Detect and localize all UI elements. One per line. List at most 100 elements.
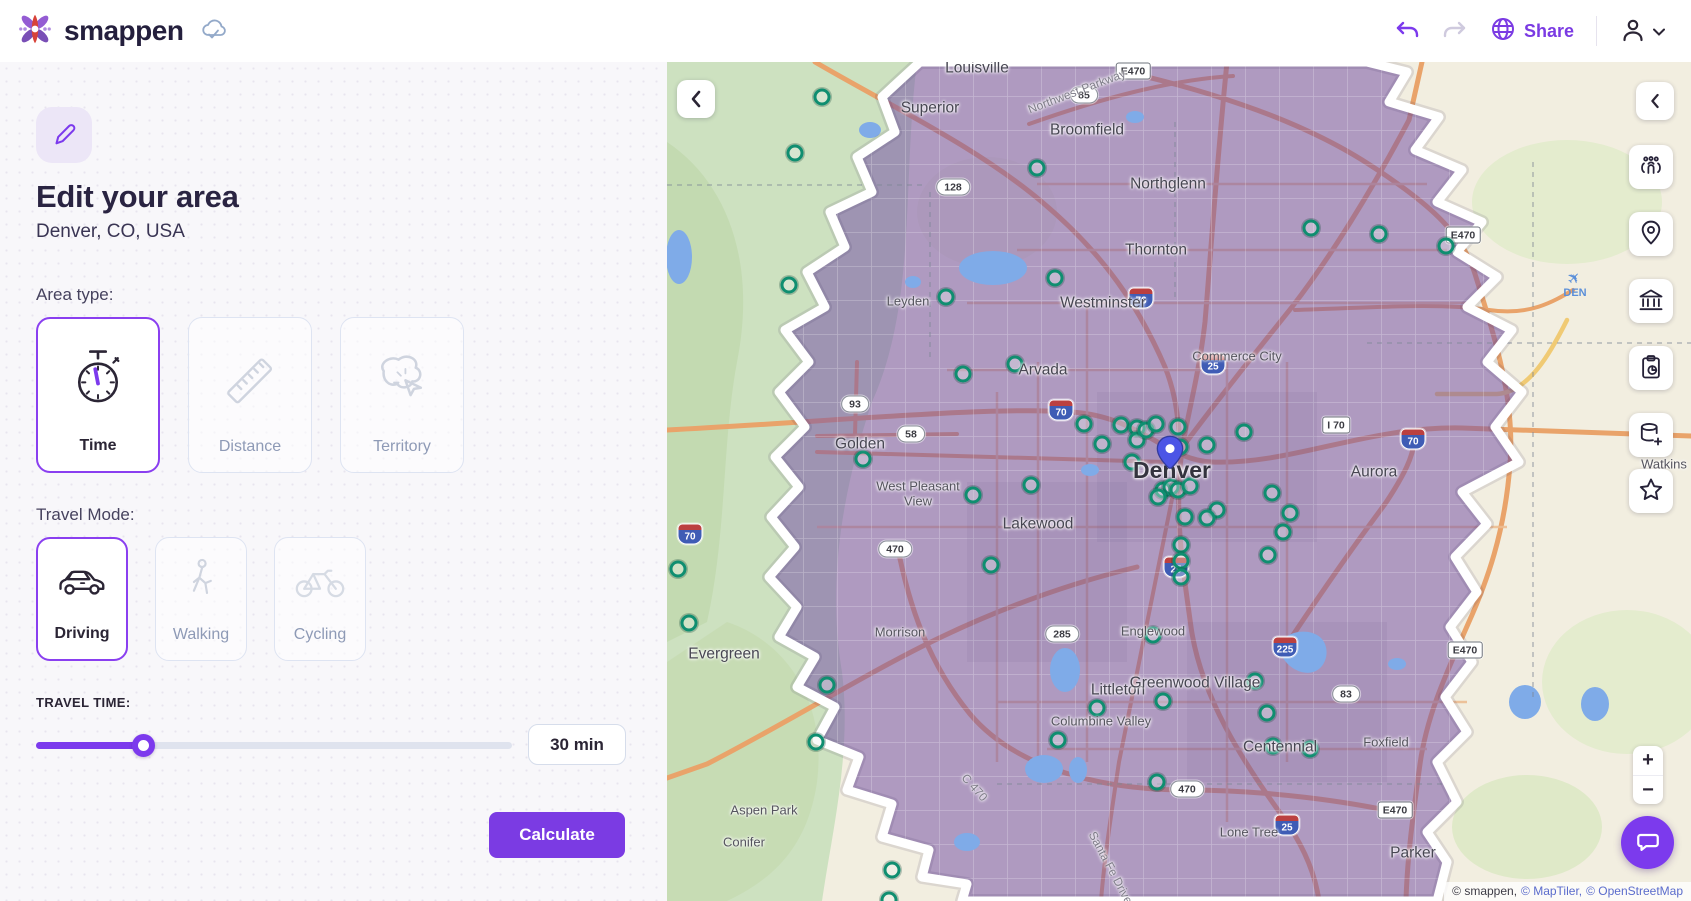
poi-marker[interactable]: [1437, 237, 1455, 255]
area-type-options: Time Distance: [36, 317, 627, 473]
edit-area-panel: Edit your area Denver, CO, USA Area type…: [0, 62, 667, 901]
area-type-territory[interactable]: Territory: [340, 317, 464, 473]
brand-logo[interactable]: smappen: [16, 10, 184, 53]
chat-button[interactable]: [1621, 816, 1674, 869]
road-shield: 25: [1274, 814, 1300, 836]
travel-mode-walking[interactable]: Walking: [155, 537, 247, 661]
bank-icon: [1637, 286, 1665, 317]
poi-marker[interactable]: [1088, 699, 1106, 717]
poi-marker[interactable]: [1198, 509, 1216, 527]
poi-marker[interactable]: [1302, 219, 1320, 237]
attribution-link[interactable]: © OpenStreetMap: [1586, 884, 1683, 898]
poi-marker[interactable]: [807, 733, 825, 751]
database-plus-icon: [1637, 420, 1665, 451]
population-tool-button[interactable]: [1629, 145, 1673, 189]
poi-marker[interactable]: [1144, 626, 1162, 644]
account-menu-button[interactable]: [1619, 17, 1665, 46]
poi-marker[interactable]: [1006, 355, 1024, 373]
poi-marker[interactable]: [1148, 773, 1166, 791]
globe-icon: [1490, 16, 1516, 47]
poi-marker[interactable]: [1263, 484, 1281, 502]
road-shield: 85: [1070, 86, 1098, 104]
poi-marker[interactable]: [1049, 731, 1067, 749]
poi-marker[interactable]: [1370, 225, 1388, 243]
poi-marker[interactable]: [880, 891, 898, 901]
poi-marker[interactable]: [1301, 740, 1319, 758]
poi-marker[interactable]: [1075, 415, 1093, 433]
poi-marker[interactable]: [937, 288, 955, 306]
places-tool-button[interactable]: [1629, 212, 1673, 256]
poi-marker[interactable]: [883, 861, 901, 879]
location-pin[interactable]: [1154, 435, 1186, 480]
poi-marker[interactable]: [1258, 704, 1276, 722]
attribution-link[interactable]: © MapTiler,: [1521, 884, 1583, 898]
poi-marker[interactable]: [1176, 508, 1194, 526]
poi-marker[interactable]: [1169, 418, 1187, 436]
favorites-tool-button[interactable]: [1629, 469, 1673, 513]
area-type-time[interactable]: Time: [36, 317, 160, 473]
road-shield: 70: [1400, 428, 1426, 450]
road-shield: I 70: [1322, 416, 1350, 434]
poi-marker[interactable]: [1112, 416, 1130, 434]
poi-marker[interactable]: [854, 450, 872, 468]
poi-marker[interactable]: [669, 560, 687, 578]
area-type-distance[interactable]: Distance: [188, 317, 312, 473]
poi-marker[interactable]: [1046, 269, 1064, 287]
poi-marker[interactable]: [818, 676, 836, 694]
poi-marker[interactable]: [1274, 523, 1292, 541]
zoom-out-button[interactable]: −: [1633, 774, 1663, 805]
poi-marker[interactable]: [1246, 672, 1264, 690]
poi-marker[interactable]: [1172, 568, 1190, 586]
travel-mode-driving[interactable]: Driving: [36, 537, 128, 661]
map-canvas[interactable]: E470 85 128 E470 76 25 93 70 58 I 70 70 70 470 25 285 2…: [667, 62, 1691, 901]
amenities-tool-button[interactable]: [1629, 279, 1673, 323]
poi-marker[interactable]: [1172, 536, 1190, 554]
road-shield: 285: [1045, 625, 1079, 643]
stopwatch-icon: [67, 319, 129, 437]
poi-marker[interactable]: [1235, 423, 1253, 441]
poi-marker[interactable]: [1123, 453, 1141, 471]
travel-time-slider[interactable]: [36, 725, 512, 765]
collapse-toolbar-button[interactable]: [1636, 82, 1674, 120]
share-button[interactable]: Share: [1490, 16, 1574, 47]
poi-marker[interactable]: [1149, 488, 1167, 506]
road-shield: E470: [1115, 62, 1151, 80]
poi-marker[interactable]: [1172, 552, 1190, 570]
travel-mode-cycling[interactable]: Cycling: [274, 537, 366, 661]
report-tool-button[interactable]: [1629, 346, 1673, 390]
poi-marker[interactable]: [964, 486, 982, 504]
zoom-in-button[interactable]: +: [1633, 746, 1663, 775]
poi-marker[interactable]: [1264, 737, 1282, 755]
poi-marker[interactable]: [1281, 504, 1299, 522]
redo-button[interactable]: [1442, 19, 1468, 43]
poi-marker[interactable]: [680, 614, 698, 632]
poi-marker[interactable]: [982, 556, 1000, 574]
slider-track[interactable]: [36, 741, 512, 749]
calculate-button[interactable]: Calculate: [489, 812, 625, 858]
travel-mode-label: Travel Mode:: [36, 505, 135, 524]
poi-marker[interactable]: [1093, 435, 1111, 453]
poi-marker[interactable]: [780, 276, 798, 294]
car-icon: [56, 539, 108, 625]
poi-marker[interactable]: [1147, 415, 1165, 433]
poi-marker[interactable]: [1198, 436, 1216, 454]
slider-thumb[interactable]: [131, 733, 155, 757]
poi-marker[interactable]: [813, 88, 831, 106]
poi-marker[interactable]: [1022, 476, 1040, 494]
top-bar: smappen: [0, 0, 1691, 62]
travel-time-value[interactable]: 30 min: [528, 724, 626, 765]
header-divider: [1596, 16, 1597, 46]
smappen-flower-icon: [16, 10, 54, 53]
road-shield: E470: [1377, 801, 1413, 819]
poi-marker[interactable]: [1181, 477, 1199, 495]
poi-marker[interactable]: [1259, 546, 1277, 564]
road-shield: E470: [1445, 226, 1481, 244]
undo-button[interactable]: [1394, 19, 1420, 43]
poi-marker[interactable]: [1154, 692, 1172, 710]
collapse-sidebar-button[interactable]: [677, 80, 715, 118]
poi-marker[interactable]: [954, 365, 972, 383]
road-shield: 58: [897, 425, 925, 443]
poi-marker[interactable]: [786, 144, 804, 162]
data-tool-button[interactable]: [1629, 413, 1673, 457]
poi-marker[interactable]: [1028, 159, 1046, 177]
